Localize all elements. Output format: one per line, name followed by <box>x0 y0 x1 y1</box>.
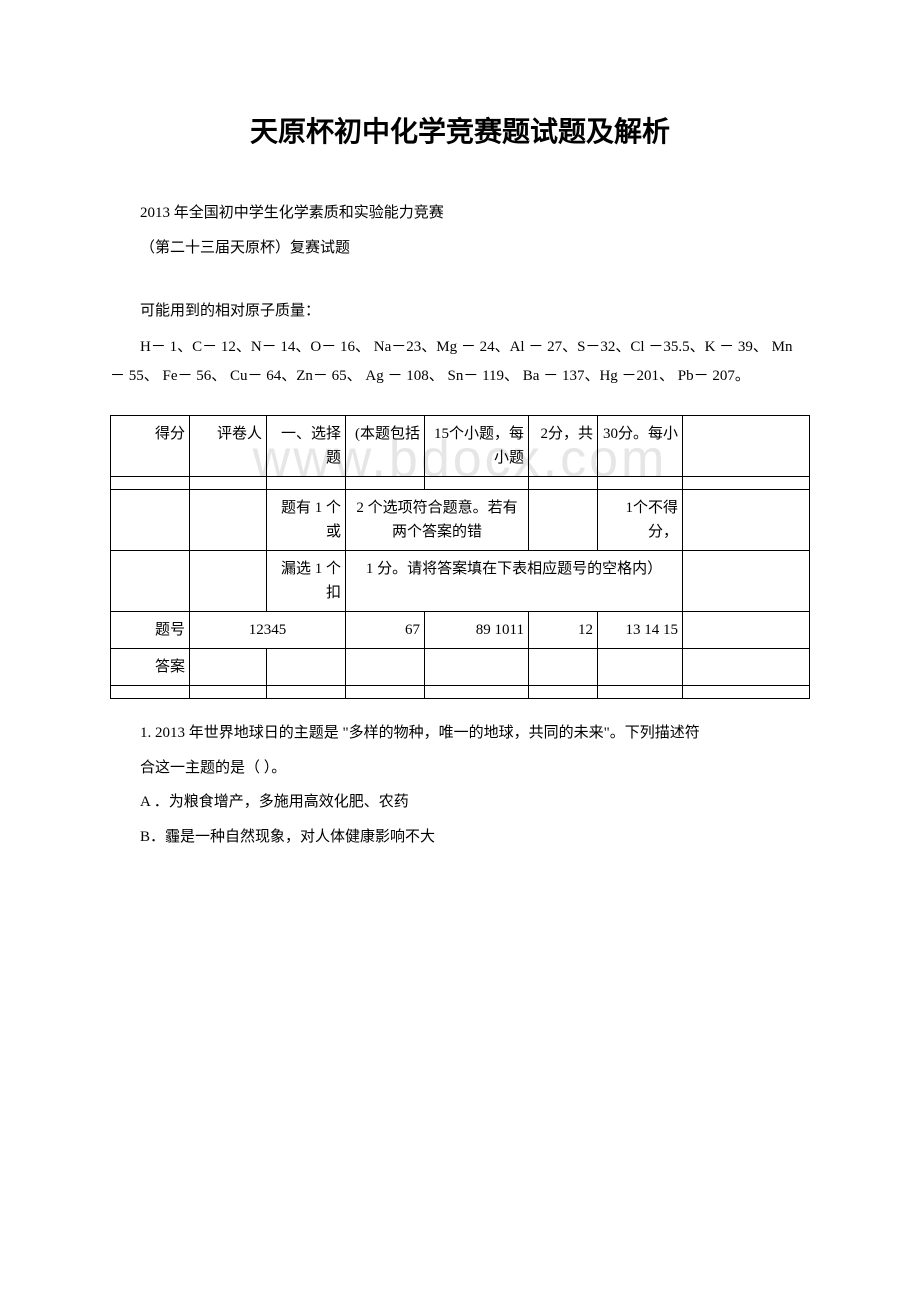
cell-blank <box>425 686 529 699</box>
cell-blank <box>267 649 346 686</box>
cell-blank <box>683 477 810 490</box>
competition-name-line1: 2013 年全国初中学生化学素质和实验能力竞赛 <box>110 200 810 227</box>
cell-blank <box>683 686 810 699</box>
table-row <box>111 686 810 699</box>
cell-blank <box>529 490 598 551</box>
cell-count: 15个小题，每小题 <box>425 416 529 477</box>
atomic-mass-values: H－ 1、C－ 12、N－ 14、O－ 16、 Na－23、Mg － 24、Al… <box>110 333 810 390</box>
cell-blank <box>346 686 425 699</box>
page-title: 天原杯初中化学竞赛题试题及解析 <box>110 110 810 150</box>
cell-score-label: 得分 <box>111 416 190 477</box>
cell-qnums: 12 <box>529 612 598 649</box>
table-row: 答案 <box>111 649 810 686</box>
table-row: 得分 评卷人 一、选择题 (本题包括 15个小题，每小题 2分，共 30分。每小 <box>111 416 810 477</box>
cell-blank <box>111 686 190 699</box>
cell-blank <box>529 649 598 686</box>
cell-blank <box>346 477 425 490</box>
cell-blank <box>111 477 190 490</box>
cell-answer-label: 答案 <box>111 649 190 686</box>
cell-total: 30分。每小 <box>598 416 683 477</box>
cell-blank <box>190 477 267 490</box>
cell-blank <box>190 686 267 699</box>
cell-qnum-label: 题号 <box>111 612 190 649</box>
question-1-stem-cont: 合这一主题的是（ ）。 <box>110 754 810 783</box>
table-row <box>111 477 810 490</box>
cell-blank <box>683 490 810 551</box>
cell-section: 一、选择题 <box>267 416 346 477</box>
cell-marker-label: 评卷人 <box>190 416 267 477</box>
cell-blank <box>346 649 425 686</box>
cell-text: 1个不得分， <box>598 490 683 551</box>
cell-blank <box>190 551 267 612</box>
cell-qnums: 89 1011 <box>425 612 529 649</box>
question-1-stem: 1. 2013 年世界地球日的主题是 "多样的物种，唯一的地球，共同的未来"。下… <box>110 719 810 748</box>
cell-blank <box>683 416 810 477</box>
question-1-option-b: B．霾是一种自然现象，对人体健康影响不大 <box>110 823 810 852</box>
cell-qnums: 13 14 15 <box>598 612 683 649</box>
cell-blank <box>190 649 267 686</box>
cell-qnums: 12345 <box>190 612 346 649</box>
cell-blank <box>529 686 598 699</box>
cell-text: 1 分。请将答案填在下表相应题号的空格内） <box>346 551 683 612</box>
competition-name-line2: （第二十三届天原杯）复赛试题 <box>110 235 810 262</box>
cell-text: 题有 1 个或 <box>267 490 346 551</box>
document-content: 天原杯初中化学竞赛题试题及解析 2013 年全国初中学生化学素质和实验能力竞赛 … <box>110 110 810 851</box>
cell-blank <box>683 612 810 649</box>
cell-blank <box>598 686 683 699</box>
table-row: 题号 12345 67 89 1011 12 13 14 15 <box>111 612 810 649</box>
cell-blank <box>683 551 810 612</box>
atomic-mass-heading: 可能用到的相对原子质量： <box>110 298 810 325</box>
cell-blank <box>598 477 683 490</box>
cell-blank <box>529 477 598 490</box>
table-row: 题有 1 个或 2 个选项符合题意。若有两个答案的错 1个不得分， <box>111 490 810 551</box>
cell-points: 2分，共 <box>529 416 598 477</box>
cell-qnums: 67 <box>346 612 425 649</box>
cell-blank <box>683 649 810 686</box>
cell-blank <box>111 551 190 612</box>
cell-topic: (本题包括 <box>346 416 425 477</box>
cell-blank <box>425 649 529 686</box>
cell-blank <box>190 490 267 551</box>
question-1-option-a: A ．为粮食增产，多施用高效化肥、农药 <box>110 788 810 817</box>
cell-blank <box>425 477 529 490</box>
cell-blank <box>267 477 346 490</box>
instruction-table: 得分 评卷人 一、选择题 (本题包括 15个小题，每小题 2分，共 30分。每小 <box>110 415 810 699</box>
cell-blank <box>267 686 346 699</box>
cell-blank <box>111 490 190 551</box>
cell-blank <box>598 649 683 686</box>
table-row: 漏选 1 个扣 1 分。请将答案填在下表相应题号的空格内） <box>111 551 810 612</box>
cell-text: 漏选 1 个扣 <box>267 551 346 612</box>
cell-text: 2 个选项符合题意。若有两个答案的错 <box>346 490 529 551</box>
